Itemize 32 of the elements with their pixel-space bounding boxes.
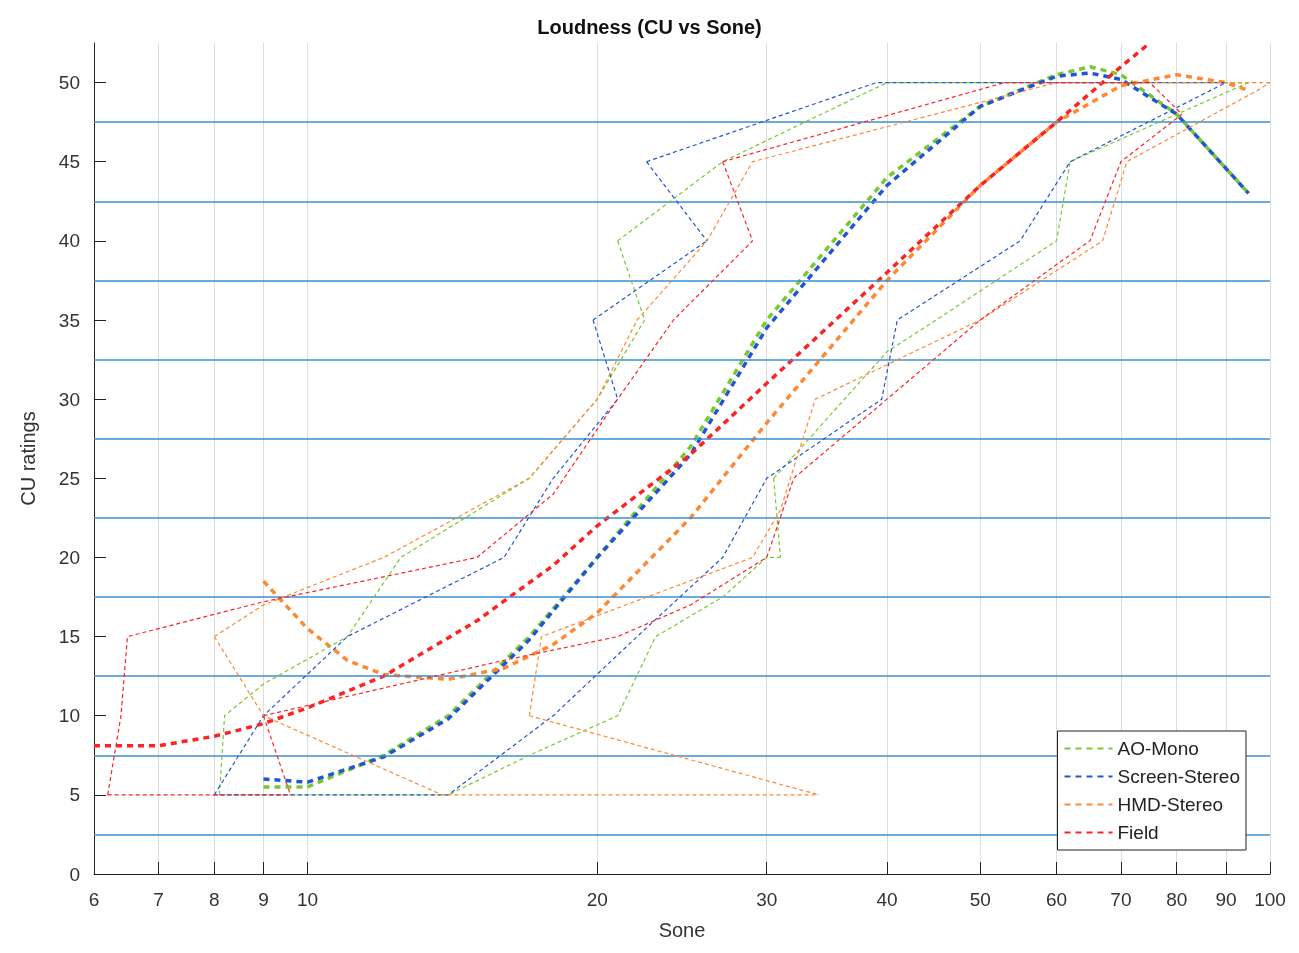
- x-axis-title: Sone: [658, 919, 706, 941]
- x-tick-label: 8: [208, 889, 220, 910]
- y-tick-label: 50: [58, 72, 80, 94]
- x-tick-label: 60: [1045, 889, 1068, 910]
- x-tick-label: 70: [1110, 889, 1132, 910]
- y-tick-label: 45: [58, 151, 80, 173]
- y-axis-title: CU ratings: [17, 411, 39, 506]
- y-tick-label: 0: [69, 863, 80, 885]
- x-tick-label: 90: [1215, 889, 1237, 910]
- y-tick-label: 40: [58, 230, 80, 252]
- legend-label: HMD-Stereo: [1117, 794, 1224, 815]
- y-tick-label: 35: [58, 309, 80, 331]
- y-tick-label: 20: [58, 546, 80, 568]
- x-tick-label: 50: [969, 889, 991, 910]
- y-tick-label: 30: [58, 388, 80, 410]
- x-tick-label: 40: [876, 889, 898, 910]
- x-tick-label: 80: [1166, 889, 1188, 910]
- x-tick-label: 30: [756, 889, 778, 910]
- x-tick-label: 20: [586, 889, 608, 910]
- legend-label: Screen-Stereo: [1117, 766, 1241, 787]
- x-tick-label: 9: [258, 889, 269, 910]
- legend-label: Field: [1117, 822, 1159, 843]
- y-tick-label: 10: [58, 705, 80, 727]
- legend-label: AO-Mono: [1117, 738, 1199, 759]
- x-tick-label: 10: [296, 889, 319, 910]
- x-tick-label: 100: [1254, 889, 1286, 910]
- y-tick-label: 5: [69, 784, 80, 806]
- chart-title: Loudness (CU vs Sone): [537, 16, 762, 38]
- y-tick-label: 15: [58, 626, 80, 648]
- y-tick-label: 25: [58, 467, 80, 489]
- x-tick-label: 7: [153, 889, 164, 910]
- x-tick-label: 6: [88, 889, 100, 910]
